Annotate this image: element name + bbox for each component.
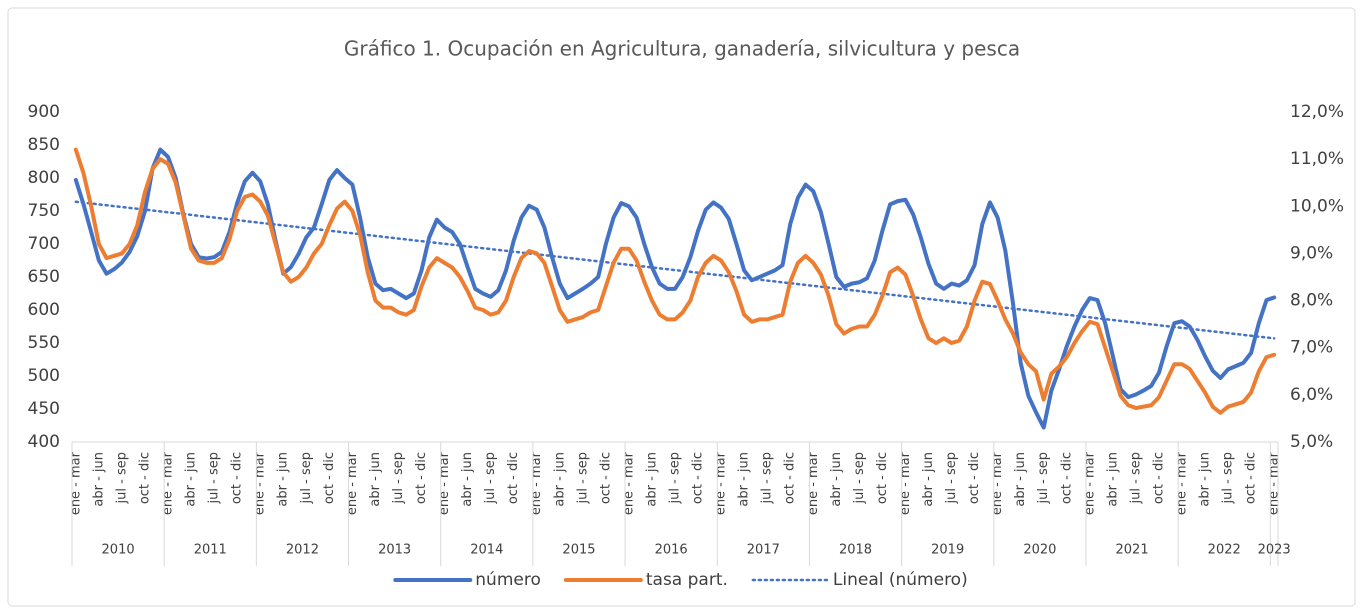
x-tick-label: jul - sep (299, 452, 314, 504)
legend: número tasa part. Lineal (número) (393, 570, 968, 590)
x-tick-label: oct - dic (137, 452, 152, 504)
x-tick-label: oct - dic (1059, 452, 1074, 504)
chart-title: Gráfico 1. Ocupación en Agricultura, gan… (344, 37, 1020, 61)
x-tick-label: jul - sep (944, 452, 959, 504)
year-label: 2015 (562, 543, 595, 558)
year-label: 2021 (1116, 543, 1149, 558)
y2-tick-label: 7,0% (1290, 338, 1333, 358)
x-tick-label: ene - mar (529, 451, 544, 515)
year-label: 2020 (1023, 543, 1056, 558)
x-tick-label: jul - sep (483, 452, 498, 504)
x-tick-label: abr - jun (1105, 452, 1120, 507)
x-tick-label: ene - mar (1174, 451, 1189, 515)
x-tick-label: oct - dic (875, 452, 890, 504)
x-tick-label: oct - dic (1244, 452, 1259, 504)
x-tick-label: jul - sep (575, 452, 590, 504)
x-tick-label: oct - dic (230, 452, 245, 504)
x-tick-label: oct - dic (691, 452, 706, 504)
x-tick-label: oct - dic (1151, 452, 1166, 504)
x-tick-label: abr - jun (91, 452, 106, 507)
x-tick-label: oct - dic (783, 452, 798, 504)
y2-tick-label: 11,0% (1290, 149, 1344, 169)
x-tick-label: ene - mar (621, 451, 636, 515)
y2-tick-label: 12,0% (1290, 102, 1344, 122)
y-tick-label: 400 (28, 432, 60, 452)
year-label: 2012 (286, 543, 319, 558)
x-tick-label: abr - jun (644, 452, 659, 507)
y-tick-label: 500 (28, 366, 60, 386)
x-tick-label: abr - jun (368, 452, 383, 507)
y-tick-label: 450 (28, 399, 60, 419)
x-tick-label: ene - mar (898, 451, 913, 515)
x-tick-label: jul - sep (1128, 452, 1143, 504)
x-tick-label: ene - mar (1267, 451, 1282, 515)
year-label: 2023 (1258, 543, 1291, 558)
x-tick-label: jul - sep (852, 452, 867, 504)
y2-tick-label: 5,0% (1290, 432, 1333, 452)
year-label: 2017 (747, 543, 780, 558)
x-tick-label: oct - dic (598, 452, 613, 504)
x-tick-label: abr - jun (276, 452, 291, 507)
y-tick-label: 900 (28, 102, 60, 122)
year-label: 2018 (839, 543, 872, 558)
x-tick-label: abr - jun (552, 452, 567, 507)
x-tick-label: oct - dic (967, 452, 982, 504)
year-label: 2011 (194, 543, 227, 558)
x-tick-label: jul - sep (760, 452, 775, 504)
x-tick-label: ene - mar (68, 451, 83, 515)
x-tick-label: abr - jun (184, 452, 199, 507)
year-label: 2010 (102, 543, 135, 558)
y-tick-label: 850 (28, 135, 60, 155)
y2-tick-label: 9,0% (1290, 243, 1333, 263)
x-tick-label: jul - sep (1036, 452, 1051, 504)
x-tick-label: jul - sep (1221, 452, 1236, 504)
x-tick-label: ene - mar (253, 451, 268, 515)
year-label: 2019 (931, 543, 964, 558)
year-label: 2014 (470, 543, 503, 558)
year-label: 2016 (655, 543, 688, 558)
y-tick-label: 750 (28, 201, 60, 221)
legend-label: tasa part. (646, 570, 728, 590)
trend-line (74, 200, 1276, 340)
x-tick-label: ene - mar (345, 451, 360, 515)
y2-tick-label: 8,0% (1290, 291, 1333, 311)
legend-label: Lineal (número) (833, 570, 968, 590)
x-tick-label: ene - mar (161, 451, 176, 515)
x-tick-label: abr - jun (921, 452, 936, 507)
x-tick-label: jul - sep (114, 452, 129, 504)
x-tick-label: ene - mar (714, 451, 729, 515)
y-tick-label: 550 (28, 333, 60, 353)
x-tick-label: abr - jun (737, 452, 752, 507)
x-tick-label: oct - dic (414, 452, 429, 504)
x-tick-label: ene - mar (990, 451, 1005, 515)
year-label: 2022 (1208, 543, 1241, 558)
x-tick-label: oct - dic (506, 452, 521, 504)
x-tick-label: ene - mar (437, 451, 452, 515)
y-tick-label: 650 (28, 267, 60, 287)
series-line (73, 147, 1277, 415)
x-tick-label: ene - mar (1082, 451, 1097, 515)
y2-tick-label: 10,0% (1290, 196, 1344, 216)
x-tick-label: oct - dic (322, 452, 337, 504)
y-tick-label: 700 (28, 234, 60, 254)
x-tick-label: abr - jun (1013, 452, 1028, 507)
x-tick-label: abr - jun (1198, 452, 1213, 507)
x-tick-label: jul - sep (391, 452, 406, 504)
x-tick-label: abr - jun (460, 452, 475, 507)
x-tick-label: ene - mar (806, 451, 821, 515)
x-tick-label: jul - sep (668, 452, 683, 504)
y2-tick-label: 6,0% (1290, 385, 1333, 405)
year-label: 2013 (378, 543, 411, 558)
x-tick-label: jul - sep (207, 452, 222, 504)
y-tick-label: 800 (28, 168, 60, 188)
legend-label: número (475, 570, 541, 590)
x-tick-label: abr - jun (829, 452, 844, 507)
chart-frame (7, 7, 1356, 607)
y-tick-label: 600 (28, 300, 60, 320)
